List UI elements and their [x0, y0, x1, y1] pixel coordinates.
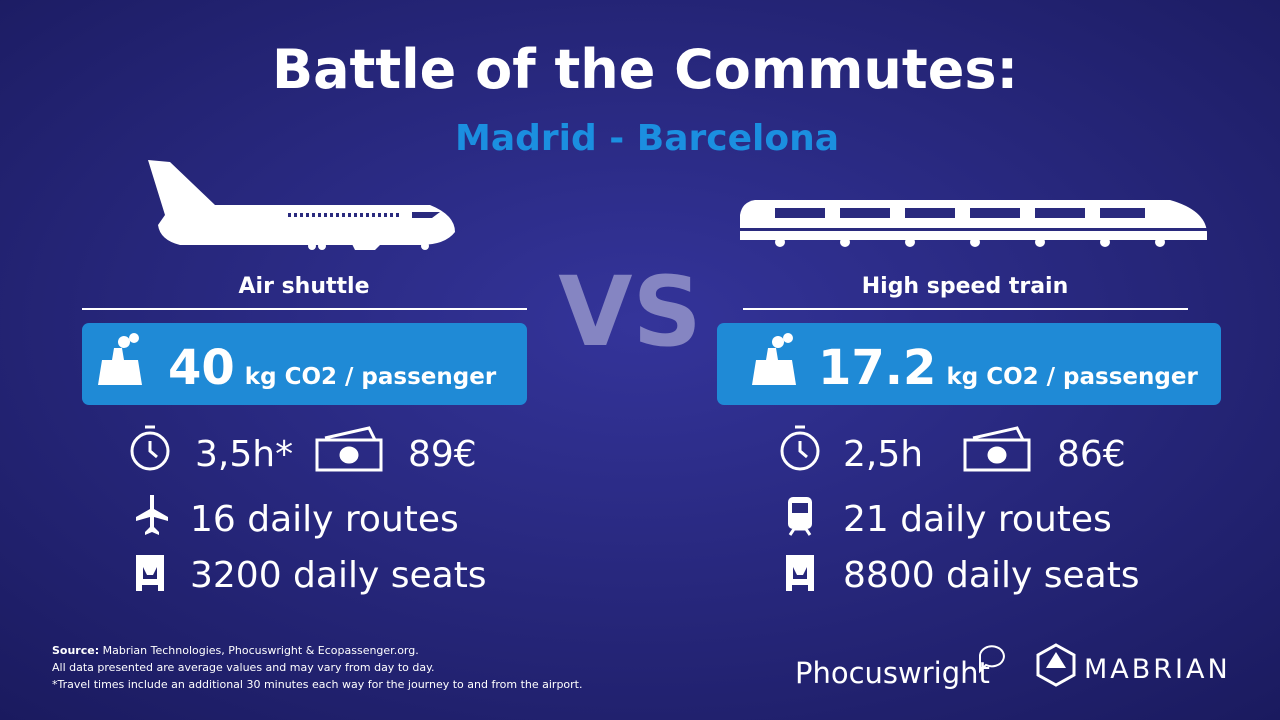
co2-unit: kg CO2 / passenger — [245, 364, 497, 390]
price: 86€ — [1057, 434, 1126, 475]
price-icon — [963, 426, 1031, 472]
mabrian-mark-part — [1046, 652, 1066, 668]
train-icon-part-part — [840, 208, 890, 218]
time-icon-hands — [145, 425, 158, 459]
versus: VS — [558, 256, 701, 368]
co2-box — [717, 323, 1221, 405]
train-icon-part — [1155, 237, 1165, 247]
source-text: Mabrian Technologies, Phocuswright & Eco… — [103, 644, 419, 657]
mode-column: Air shuttle 40 kg CO2 / passenger 3,5h* 89€ 1… — [82, 274, 527, 596]
routes-icon — [788, 497, 812, 536]
plane-icon-part — [421, 242, 429, 250]
routes-icon — [136, 495, 168, 535]
train-icon-part-part — [905, 208, 955, 218]
time-icon — [780, 425, 820, 471]
daily-seats: 8800 daily seats — [843, 555, 1140, 596]
phocuswright-mark — [979, 645, 1005, 674]
train-icon-part — [1035, 237, 1045, 247]
co2-icon — [98, 333, 142, 385]
footer-note: *Travel times include an additional 30 m… — [52, 678, 583, 691]
co2-icon-smoke — [783, 333, 793, 343]
title: Battle of the Commutes: — [272, 38, 1018, 101]
mode-column: High speed train 17.2 kg CO2 / passenger 2,… — [717, 274, 1221, 596]
footer-source: Source: Mabrian Technologies, Phocuswrig… — [52, 644, 419, 657]
price-icon-note — [963, 438, 1031, 472]
co2-unit: kg CO2 / passenger — [946, 364, 1198, 390]
train-icon-part — [970, 237, 980, 247]
time-icon-face — [130, 431, 170, 471]
train-icon-part — [740, 208, 1207, 231]
plane-icon-part — [412, 212, 440, 218]
price-icon-back — [324, 426, 377, 441]
price-icon — [315, 426, 383, 472]
seats-icon — [136, 555, 164, 591]
price-icon-note — [315, 438, 383, 472]
mabrian-mark — [1036, 643, 1076, 687]
plane-icon-part — [148, 160, 455, 245]
co2-icon-smoke — [129, 333, 139, 343]
footer-note: All data presented are average values an… — [52, 661, 435, 674]
co2-box — [82, 323, 527, 405]
train-icon — [740, 200, 1207, 247]
co2-icon-shape — [752, 348, 796, 385]
phocuswright-logo: Phocuswright — [795, 656, 990, 690]
subtitle: Madrid - Barcelona — [455, 118, 839, 159]
plane-icon-part — [318, 242, 326, 250]
time-icon-hands — [795, 425, 808, 459]
co2-icon — [752, 333, 796, 385]
train-icon-part — [905, 237, 915, 247]
price-icon-coin — [339, 446, 359, 464]
time-icon — [130, 425, 170, 471]
train-icon-part — [740, 200, 1207, 240]
daily-seats: 3200 daily seats — [190, 555, 487, 596]
train-icon-part-part — [775, 208, 825, 218]
plane-icon — [148, 160, 455, 250]
price-icon-coin — [987, 446, 1007, 464]
source-label: Source: — [52, 644, 99, 657]
train-icon-part — [775, 237, 785, 247]
co2-value: 17.2 — [818, 340, 936, 396]
mabrian-mark-part — [1036, 643, 1076, 687]
seats-icon — [786, 555, 814, 591]
co2-icon-smoke — [772, 336, 784, 348]
travel-time: 3,5h* — [195, 434, 293, 475]
plane-icon-part — [358, 242, 366, 250]
travel-time: 2,5h — [843, 434, 923, 475]
daily-routes: 21 daily routes — [843, 499, 1112, 540]
co2-icon-shape — [98, 348, 142, 385]
price: 89€ — [408, 434, 477, 475]
daily-routes: 16 daily routes — [190, 499, 459, 540]
co2-line: 40 kg CO2 / passenger — [168, 340, 497, 396]
plane-icon-part — [308, 242, 316, 250]
time-icon-face — [780, 431, 820, 471]
train-icon-part-part — [740, 228, 1207, 231]
train-icon-part-part — [970, 208, 1020, 218]
mode-name: High speed train — [862, 274, 1069, 299]
routes-icon-window — [792, 503, 808, 513]
co2-value: 40 — [168, 340, 235, 396]
mabrian-logo: MABRIAN — [1084, 654, 1231, 685]
train-icon-part-part — [1035, 208, 1085, 218]
train-icon-part — [840, 237, 850, 247]
co2-line: 17.2 kg CO2 / passenger — [818, 340, 1198, 396]
mode-name: Air shuttle — [239, 274, 370, 299]
train-icon-part — [1100, 237, 1110, 247]
columns: Air shuttle 40 kg CO2 / passenger 3,5h* 89€ 1… — [82, 274, 1221, 596]
co2-icon-smoke — [118, 336, 130, 348]
train-icon-part-part — [1100, 208, 1145, 218]
price-icon-back — [972, 426, 1025, 441]
routes-icon-rails — [788, 527, 812, 536]
